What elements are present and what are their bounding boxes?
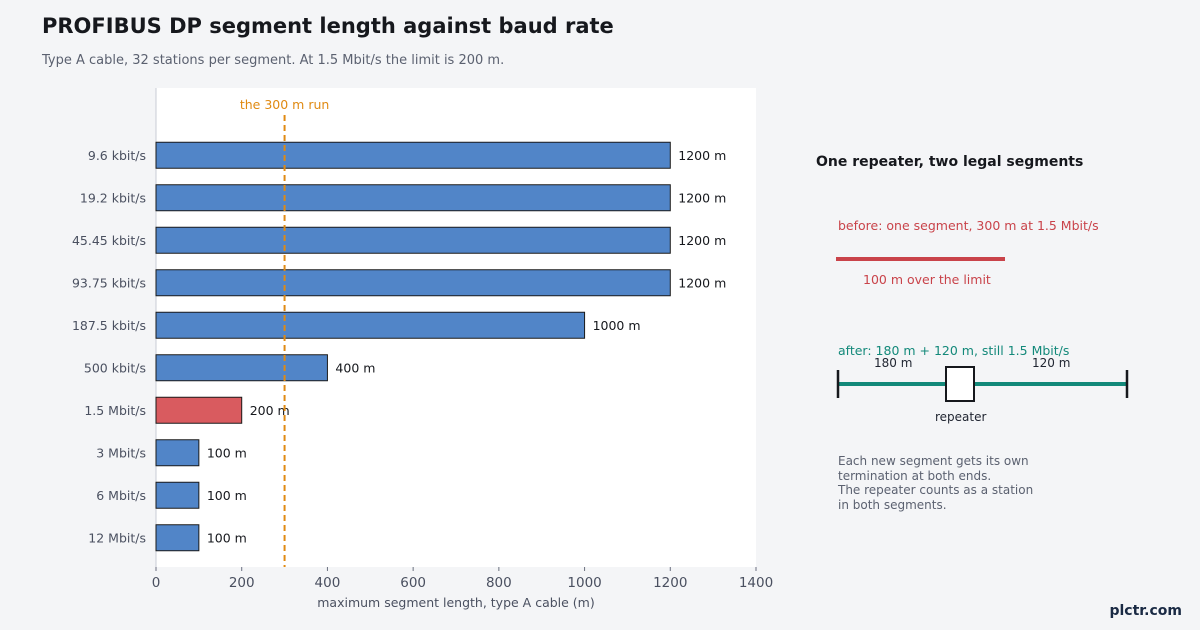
bar-value-label: 100 m bbox=[207, 530, 247, 545]
note-line: termination at both ends. bbox=[838, 468, 992, 483]
x-tick-label: 1200 bbox=[653, 575, 687, 591]
category-tick-label: 45.45 kbit/s bbox=[72, 233, 146, 248]
bar bbox=[155, 311, 586, 339]
repeater-label: repeater bbox=[935, 410, 987, 424]
chart-title: PROFIBUS DP segment length against baud … bbox=[42, 14, 614, 38]
x-tick-label: 800 bbox=[486, 575, 512, 591]
x-tick-label: 0 bbox=[152, 575, 161, 591]
x-tick-label: 1000 bbox=[567, 575, 601, 591]
category-tick-label: 6 Mbit/s bbox=[96, 488, 146, 503]
bar-value-label: 1200 m bbox=[678, 233, 726, 248]
note-line: The repeater counts as a station bbox=[838, 483, 1034, 498]
bar bbox=[155, 184, 671, 212]
category-tick-label: 500 kbit/s bbox=[84, 360, 146, 375]
bar-value-label: 1200 m bbox=[678, 148, 726, 163]
bar bbox=[155, 524, 200, 552]
bar-value-label: 1000 m bbox=[593, 318, 641, 333]
category-tick-label: 93.75 kbit/s bbox=[72, 275, 146, 290]
repeater-box bbox=[945, 366, 975, 402]
x-tick-label: 400 bbox=[315, 575, 341, 591]
note-line: Each new segment gets its own bbox=[838, 454, 1029, 468]
bar bbox=[155, 481, 200, 509]
x-tick-label: 1400 bbox=[739, 575, 773, 591]
x-tick-label: 600 bbox=[400, 575, 426, 591]
over-limit-label: 100 m over the limit bbox=[863, 272, 991, 287]
category-tick-label: 3 Mbit/s bbox=[96, 445, 146, 460]
segment-b-label: 120 m bbox=[1032, 356, 1071, 370]
category-tick-label: 1.5 Mbit/s bbox=[84, 403, 146, 418]
before-label: before: one segment, 300 m at 1.5 Mbit/s bbox=[838, 218, 1099, 233]
category-tick-label: 19.2 kbit/s bbox=[80, 190, 146, 205]
bar bbox=[155, 141, 671, 169]
after-label: after: 180 m + 120 m, still 1.5 Mbit/s bbox=[838, 343, 1070, 358]
brand-logo: plctr.com bbox=[1109, 603, 1182, 619]
note: Each new segment gets its own terminatio… bbox=[838, 454, 1078, 512]
bar-chart: 1200 m 9.6 kbit/s 1200 m 19.2 kbit/s 1200 m 4… bbox=[72, 88, 773, 610]
bar-value-label: 100 m bbox=[207, 488, 247, 503]
category-tick-label: 12 Mbit/s bbox=[88, 530, 146, 545]
bar bbox=[155, 354, 328, 382]
category-tick-label: 187.5 kbit/s bbox=[72, 318, 146, 333]
bar bbox=[155, 226, 671, 254]
bar-value-label: 100 m bbox=[207, 445, 247, 460]
chart-subtitle: Type A cable, 32 stations per segment. A… bbox=[42, 53, 505, 68]
bar bbox=[155, 269, 671, 297]
bar-value-label: 200 m bbox=[250, 403, 290, 418]
segment-a-label: 180 m bbox=[874, 356, 913, 370]
repeater-panel-title: One repeater, two legal segments bbox=[816, 154, 1084, 170]
bar bbox=[155, 396, 243, 424]
bar-value-label: 400 m bbox=[335, 360, 375, 375]
x-tick-label: 200 bbox=[229, 575, 255, 591]
note-line: in both segments. bbox=[838, 497, 947, 512]
category-tick-label: 9.6 kbit/s bbox=[88, 148, 146, 163]
bar bbox=[155, 439, 200, 467]
reference-line-label: the 300 m run bbox=[240, 97, 329, 112]
bar-value-label: 1200 m bbox=[678, 190, 726, 205]
x-axis-label: maximum segment length, type A cable (m) bbox=[317, 595, 595, 610]
bar-value-label: 1200 m bbox=[678, 275, 726, 290]
